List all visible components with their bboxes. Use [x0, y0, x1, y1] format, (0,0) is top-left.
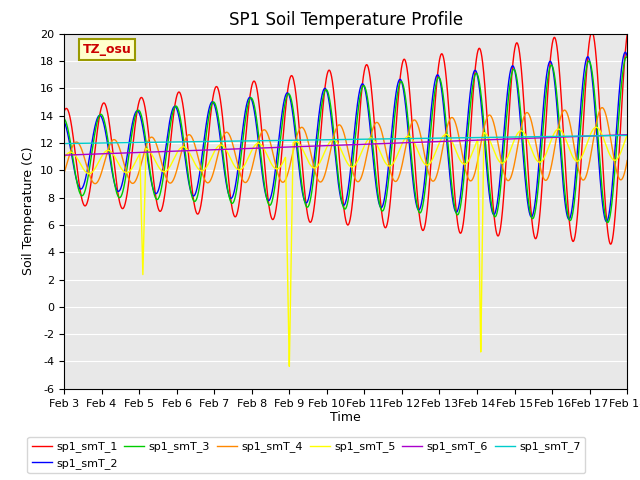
- Text: TZ_osu: TZ_osu: [83, 43, 132, 56]
- sp1_smT_7: [301, 137, 309, 143]
- sp1_smT_3: [469, 80, 477, 86]
- sp1_smT_7: [60, 141, 68, 146]
- sp1_smT_7: [578, 133, 586, 139]
- sp1_smT_4: [578, 177, 586, 182]
- X-axis label: Time: Time: [330, 411, 361, 424]
- sp1_smT_1: [469, 91, 477, 96]
- sp1_smT_6: [623, 132, 631, 138]
- sp1_smT_3: [606, 214, 614, 219]
- sp1_smT_2: [328, 118, 335, 124]
- sp1_smT_2: [297, 178, 305, 184]
- sp1_smT_6: [328, 143, 335, 148]
- sp1_smT_5: [606, 153, 614, 158]
- sp1_smT_3: [301, 201, 309, 206]
- sp1_smT_1: [607, 241, 614, 247]
- sp1_smT_4: [328, 142, 335, 148]
- Line: sp1_smT_1: sp1_smT_1: [64, 32, 627, 244]
- sp1_smT_4: [92, 181, 99, 187]
- Y-axis label: Soil Temperature (C): Soil Temperature (C): [22, 147, 35, 276]
- sp1_smT_7: [328, 137, 335, 143]
- sp1_smT_1: [328, 74, 335, 80]
- Line: sp1_smT_2: sp1_smT_2: [64, 52, 627, 222]
- sp1_smT_4: [598, 105, 606, 110]
- sp1_smT_2: [60, 119, 68, 124]
- sp1_smT_6: [297, 144, 305, 149]
- Line: sp1_smT_4: sp1_smT_4: [64, 108, 627, 184]
- sp1_smT_4: [60, 170, 68, 176]
- Line: sp1_smT_7: sp1_smT_7: [64, 135, 627, 144]
- sp1_smT_1: [578, 146, 586, 152]
- sp1_smT_3: [623, 54, 630, 60]
- sp1_smT_3: [623, 55, 631, 60]
- sp1_smT_1: [588, 29, 596, 35]
- Line: sp1_smT_5: sp1_smT_5: [64, 127, 627, 366]
- sp1_smT_5: [593, 124, 600, 130]
- sp1_smT_4: [469, 175, 477, 180]
- sp1_smT_2: [578, 90, 586, 96]
- sp1_smT_1: [623, 31, 631, 37]
- sp1_smT_3: [604, 220, 611, 226]
- sp1_smT_4: [301, 129, 309, 135]
- sp1_smT_6: [578, 133, 586, 139]
- sp1_smT_2: [603, 219, 611, 225]
- sp1_smT_5: [60, 155, 68, 161]
- sp1_smT_6: [606, 132, 614, 138]
- sp1_smT_3: [328, 110, 335, 116]
- sp1_smT_5: [297, 143, 305, 149]
- sp1_smT_7: [297, 137, 305, 143]
- sp1_smT_4: [623, 158, 631, 164]
- sp1_smT_5: [301, 152, 309, 158]
- sp1_smT_1: [297, 142, 305, 147]
- sp1_smT_3: [297, 172, 305, 178]
- sp1_smT_1: [301, 193, 309, 199]
- sp1_smT_5: [285, 363, 293, 369]
- sp1_smT_7: [606, 133, 614, 139]
- sp1_smT_2: [469, 72, 477, 77]
- sp1_smT_5: [469, 147, 477, 153]
- sp1_smT_4: [297, 125, 305, 131]
- sp1_smT_5: [328, 137, 335, 143]
- sp1_smT_6: [60, 152, 68, 158]
- sp1_smT_3: [60, 116, 68, 121]
- sp1_smT_2: [301, 199, 309, 205]
- Legend: sp1_smT_1, sp1_smT_2, sp1_smT_3, sp1_smT_4, sp1_smT_5, sp1_smT_6, sp1_smT_7: sp1_smT_1, sp1_smT_2, sp1_smT_3, sp1_smT…: [28, 437, 585, 473]
- sp1_smT_7: [623, 132, 631, 138]
- sp1_smT_3: [578, 108, 586, 114]
- Title: SP1 Soil Temperature Profile: SP1 Soil Temperature Profile: [228, 11, 463, 29]
- sp1_smT_2: [606, 204, 614, 210]
- sp1_smT_6: [301, 144, 309, 149]
- sp1_smT_2: [623, 54, 631, 60]
- sp1_smT_1: [60, 109, 68, 115]
- sp1_smT_6: [469, 137, 477, 143]
- sp1_smT_4: [606, 133, 614, 139]
- Line: sp1_smT_6: sp1_smT_6: [64, 135, 627, 155]
- Line: sp1_smT_3: sp1_smT_3: [64, 57, 627, 223]
- sp1_smT_2: [621, 49, 629, 55]
- sp1_smT_5: [623, 132, 631, 138]
- sp1_smT_5: [578, 153, 586, 159]
- sp1_smT_7: [469, 135, 477, 141]
- sp1_smT_1: [606, 240, 614, 246]
